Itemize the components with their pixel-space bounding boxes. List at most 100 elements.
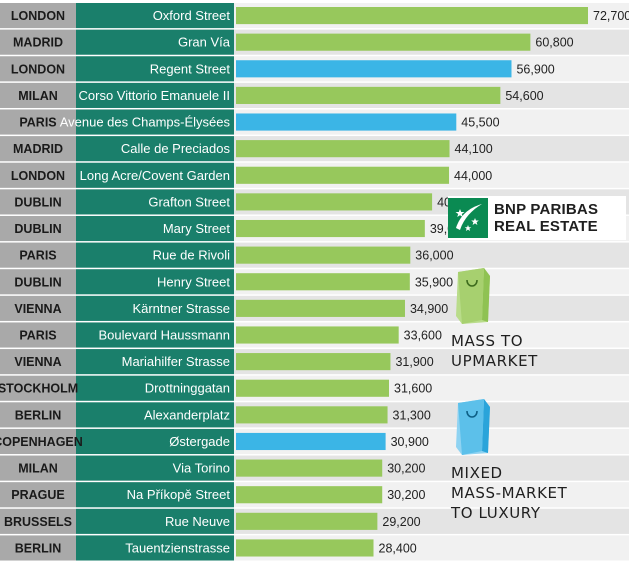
bar: [236, 539, 374, 557]
legend-mass-line-1: MASS TO: [451, 332, 524, 350]
street-label: Mary Street: [163, 221, 231, 236]
city-label: LONDON: [11, 62, 65, 76]
city-label: BRUSSELS: [4, 515, 72, 529]
shopping-bag-blue-icon: [452, 393, 492, 462]
value-label: 29,200: [382, 515, 420, 529]
street-cell: [76, 29, 234, 55]
city-label: MADRID: [13, 142, 63, 156]
street-label: Via Torino: [173, 461, 230, 476]
city-cell: [0, 109, 76, 135]
bar: [236, 193, 433, 211]
city-cell: [0, 162, 76, 188]
street-cell: [76, 189, 234, 215]
city-label: VIENNA: [14, 355, 61, 369]
street-cell: [76, 136, 234, 162]
street-cell: [76, 375, 234, 401]
bar: [236, 60, 512, 78]
city-label: MILAN: [18, 462, 58, 476]
city-label: BERLIN: [15, 408, 62, 422]
city-label: STOCKHOLM: [0, 382, 78, 396]
bar: [236, 140, 450, 158]
street-label: Kärntner Strasse: [132, 301, 230, 316]
value-label: 31,900: [395, 355, 433, 369]
bar: [236, 486, 383, 504]
street-cell: [76, 162, 234, 188]
street-cell: [76, 109, 234, 135]
city-cell: [0, 56, 76, 82]
value-label: 30,900: [391, 435, 429, 449]
street-cell: [76, 455, 234, 481]
value-label: 30,200: [387, 488, 425, 502]
city-cell: [0, 402, 76, 428]
city-cell: [0, 375, 76, 401]
street-label: Rue de Rivoli: [153, 248, 230, 263]
city-cell: [0, 189, 76, 215]
street-label: Mariahilfer Strasse: [122, 354, 230, 369]
city-cell: [0, 29, 76, 55]
logo-line-2: REAL ESTATE: [494, 218, 598, 235]
legend-mixed-line-1: MIXED: [451, 464, 503, 482]
street-label: Grafton Street: [148, 194, 230, 209]
bar: [236, 113, 457, 131]
city-cell: [0, 455, 76, 481]
value-label: 34,900: [410, 302, 448, 316]
city-cell: [0, 295, 76, 321]
bar: [236, 86, 501, 104]
bar: [236, 246, 411, 264]
city-label: DUBLIN: [14, 275, 61, 289]
street-label: Oxford Street: [153, 8, 231, 23]
city-cell: [0, 428, 76, 455]
legend-mass-line-2: UPMARKET: [451, 352, 538, 370]
shopping-bag-green-icon: [452, 262, 492, 331]
bar: [236, 7, 588, 25]
stars-logo-icon: [448, 198, 488, 238]
legend-mixed-label: MIXED MASS-MARKET TO LUXURY: [451, 463, 567, 523]
value-label: 35,900: [415, 275, 453, 289]
bar: [236, 459, 383, 477]
street-label: Rue Neuve: [165, 514, 230, 529]
value-label: 31,300: [393, 408, 431, 422]
street-cell: [76, 349, 234, 375]
city-cell: [0, 3, 76, 29]
city-label: DUBLIN: [14, 195, 61, 209]
bar: [236, 406, 388, 424]
street-label: Na Příkopě Street: [127, 487, 231, 502]
city-label: LONDON: [11, 169, 65, 183]
street-cell: [76, 322, 234, 348]
bar: [236, 379, 390, 397]
bar: [236, 166, 450, 184]
city-label: BERLIN: [15, 541, 62, 555]
street-cell: [76, 535, 234, 561]
street-label: Corso Vittorio Emanuele II: [79, 88, 231, 103]
street-label: Boulevard Haussmann: [98, 328, 230, 343]
legend-mass-label: MASS TO UPMARKET: [451, 331, 538, 371]
street-cell: [76, 269, 234, 295]
street-cell: [76, 82, 234, 108]
city-label: DUBLIN: [14, 222, 61, 236]
street-cell: [76, 508, 234, 534]
street-label: Henry Street: [157, 274, 230, 289]
city-label: COPENHAGEN: [0, 435, 83, 449]
value-label: 33,600: [404, 329, 442, 343]
city-label: MADRID: [13, 36, 63, 50]
street-label: Drottninggatan: [145, 381, 230, 396]
bnp-paribas-logo: BNP PARIBAS REAL ESTATE: [448, 196, 626, 240]
bar: [236, 33, 531, 51]
street-cell: [76, 295, 234, 321]
city-label: PARIS: [19, 329, 56, 343]
value-label: 30,200: [387, 462, 425, 476]
value-label: 28,400: [379, 541, 417, 555]
street-label: Østergade: [169, 434, 230, 449]
street-label: Tauentzienstrasse: [125, 540, 230, 555]
value-label: 31,600: [394, 382, 432, 396]
legend-mixed-line-3: TO LUXURY: [451, 504, 541, 522]
city-label: VIENNA: [14, 302, 61, 316]
value-label: 60,800: [535, 36, 573, 50]
street-cell: [76, 428, 234, 455]
city-cell: [0, 215, 76, 242]
bar: [236, 353, 391, 371]
street-cell: [76, 3, 234, 29]
street-label: Alexanderplatz: [144, 407, 230, 422]
street-label: Regent Street: [150, 61, 231, 76]
